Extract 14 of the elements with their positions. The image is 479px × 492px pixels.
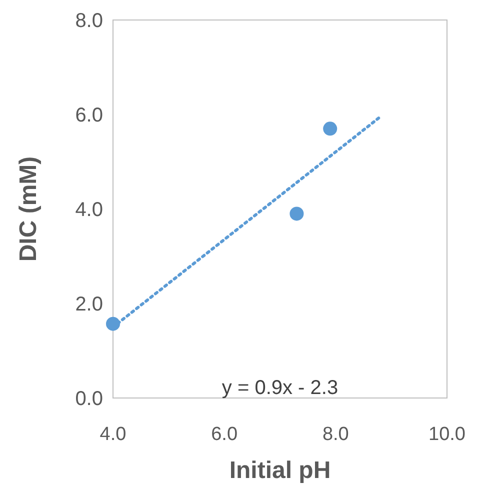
x-tick-label: 10.0 <box>428 424 466 445</box>
x-axis-title: Initial pH <box>229 457 331 484</box>
x-tick-label: 4.0 <box>100 424 126 445</box>
y-tick-label: 4.0 <box>75 199 103 221</box>
point <box>323 122 338 136</box>
y-tick-label: 0.0 <box>75 388 103 410</box>
x-tick-label: 8.0 <box>322 424 349 445</box>
y-tick-label: 2.0 <box>75 294 103 316</box>
y-axis-title: DIC (mM) <box>15 156 42 262</box>
y-tick-label: 6.0 <box>75 104 103 126</box>
point <box>290 206 304 221</box>
annotation: y = 0.9x - 2.3 <box>222 377 338 399</box>
y-tick-label: 8.0 <box>75 10 103 32</box>
x-tick-label: 6.0 <box>211 424 238 445</box>
